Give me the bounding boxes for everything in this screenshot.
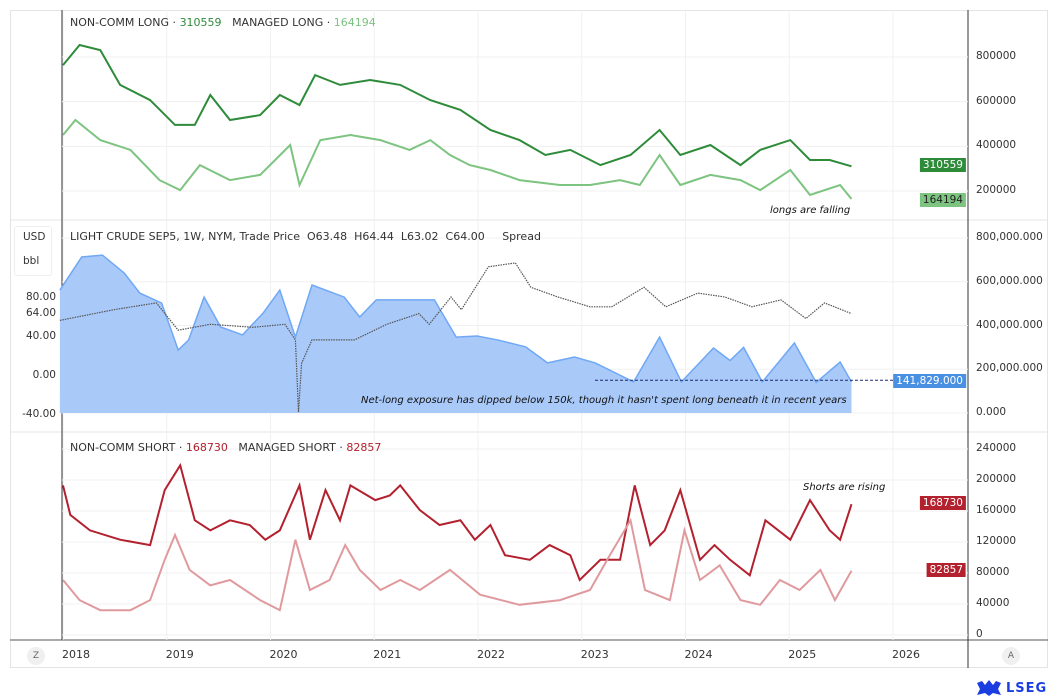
y-tick-label: 600,000.000	[976, 274, 1043, 287]
low-value: L63.02	[400, 230, 439, 243]
lion-logo-icon	[977, 680, 1001, 696]
zoom-axis-button[interactable]: Z	[27, 647, 45, 665]
unit-box[interactable]: USD bbl	[14, 226, 52, 276]
series-line	[62, 517, 853, 612]
y-tick-label: 0	[976, 628, 983, 640]
price-bars	[59, 262, 852, 413]
legend-non-comm-long: NON-COMM LONG · 310559 MANAGED LONG · 16…	[70, 16, 376, 29]
net-long-area-line	[59, 254, 853, 384]
y-tick-label: 40000	[976, 597, 1010, 609]
legend-value: 82857	[346, 441, 382, 454]
series-line	[62, 43, 852, 168]
chart-frame	[10, 10, 1048, 668]
left-y-tick-label: 0.00	[32, 369, 56, 381]
y-tick-label: 0.000	[976, 406, 1007, 418]
legend-label: NON-COMM SHORT	[70, 441, 176, 454]
x-tick-label: 2025	[788, 648, 817, 661]
x-tick-label: 2026	[892, 648, 920, 661]
unit-label: bbl	[23, 255, 40, 267]
annotation-bottom: Shorts are rising	[803, 482, 886, 493]
close-value: C64.00	[445, 230, 485, 243]
x-tick-label: 2018	[62, 648, 90, 661]
y-tick-label: 400,000.000	[976, 318, 1043, 331]
currency-label: USD	[23, 231, 46, 243]
x-tick-label: 2019	[165, 648, 194, 661]
x-tick-label: 2020	[269, 648, 298, 661]
left-y-tick-label: 80.00	[25, 291, 56, 303]
series-line	[62, 462, 853, 582]
left-y-tick-label: 40.00	[25, 330, 56, 342]
x-tick-label: 2022	[477, 648, 505, 661]
x-tick-label: 2023	[580, 648, 609, 661]
y-tick-label: 800,000.000	[976, 231, 1043, 243]
logo-text: LSEG	[1006, 680, 1048, 696]
left-y-tick-label: 64.00	[25, 306, 56, 319]
y-tick-label: 200,000.000	[976, 362, 1043, 375]
net-long-area	[59, 255, 852, 413]
last-value-tag: 168730	[919, 496, 966, 511]
spread-label: Spread	[502, 230, 541, 243]
legend-label: MANAGED SHORT	[238, 441, 336, 454]
y-tick-label: 160000	[976, 504, 1017, 516]
legend-value: 164194	[333, 16, 376, 29]
series-line	[62, 118, 853, 200]
x-tick-label: 2021	[373, 648, 402, 661]
open-value: O63.48	[306, 230, 348, 243]
left-y-tick-label: -40.00	[22, 408, 56, 420]
y-tick-label: 200000	[976, 184, 1017, 196]
legend-label: MANAGED LONG	[232, 16, 324, 29]
lseg-logo: LSEG	[976, 680, 1047, 696]
last-value-tag: 164194	[919, 192, 966, 207]
annotation-top: longs are falling	[770, 205, 851, 216]
legend-price: LIGHT CRUDE SEP5, 1W, NYM, Trade Price O…	[70, 230, 541, 243]
y-tick-label: 800000	[976, 50, 1017, 63]
y-tick-label: 400000	[976, 139, 1017, 152]
annotation-middle: Net-long exposure has dipped below 150k,…	[361, 395, 847, 406]
symbol-label: LIGHT CRUDE SEP5, 1W, NYM, Trade Price	[70, 230, 300, 243]
legend-value: 310559	[179, 16, 222, 29]
y-tick-label: 80000	[976, 566, 1010, 578]
y-tick-label: 120000	[976, 535, 1017, 547]
legend-value: 168730	[185, 441, 228, 454]
y-tick-label: 200000	[976, 473, 1017, 485]
high-value: H64.44	[354, 230, 394, 243]
y-tick-label: 240000	[976, 442, 1017, 454]
last-value-tag: 82857	[926, 562, 966, 577]
legend-shorts: NON-COMM SHORT · 168730 MANAGED SHORT · …	[70, 441, 382, 454]
last-value-tag: 141,829.000	[893, 373, 966, 388]
auto-scale-button[interactable]: A	[1002, 647, 1020, 665]
last-value-tag: 310559	[919, 158, 966, 173]
y-tick-label: 600000	[976, 94, 1017, 107]
x-tick-label: 2024	[684, 648, 713, 661]
legend-label: NON-COMM LONG	[70, 16, 170, 29]
